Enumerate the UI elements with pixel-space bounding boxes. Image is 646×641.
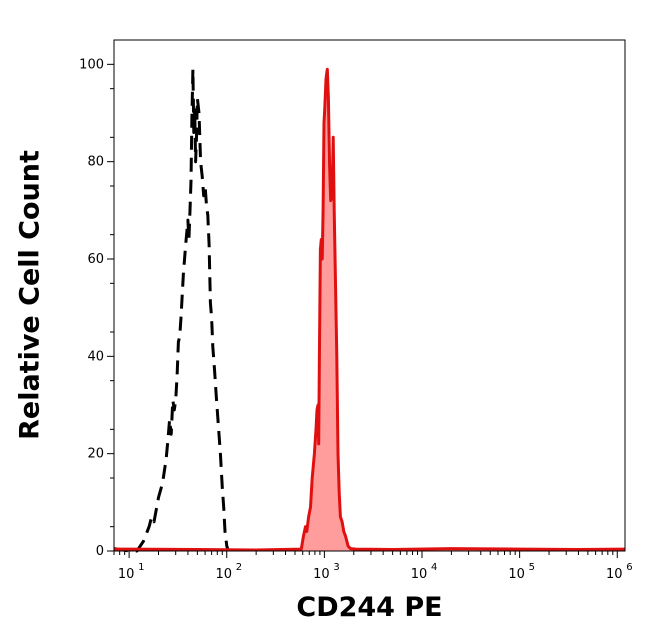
y-axis-label: Relative Cell Count xyxy=(14,150,46,440)
x-tick-exponent: 2 xyxy=(236,562,242,573)
series-line-0 xyxy=(113,67,230,553)
y-tick-label: 100 xyxy=(79,57,104,72)
y-tick-label: 60 xyxy=(87,252,104,267)
y-tick-label: 0 xyxy=(96,544,104,559)
y-tick-label: 40 xyxy=(87,349,104,364)
x-tick-label: 10 xyxy=(411,567,428,582)
y-tick-label: 20 xyxy=(87,447,104,462)
x-tick-label: 10 xyxy=(118,567,135,582)
x-tick-exponent: 4 xyxy=(431,562,437,573)
x-tick-exponent: 3 xyxy=(333,562,339,573)
x-tick-label: 10 xyxy=(215,567,232,582)
x-tick-label: 10 xyxy=(606,567,623,582)
y-axis-title: Relative Cell Count xyxy=(0,0,60,641)
x-tick-exponent: 1 xyxy=(138,562,144,573)
x-tick-label: 10 xyxy=(508,567,525,582)
x-tick-exponent: 5 xyxy=(529,562,535,573)
series-line-1 xyxy=(113,67,626,552)
x-tick-exponent: 6 xyxy=(626,562,632,573)
plot-frame xyxy=(113,39,626,552)
y-tick-label: 80 xyxy=(87,155,104,170)
series-group xyxy=(113,67,626,553)
x-tick-label: 10 xyxy=(313,567,330,582)
x-axis-label: CD244 PE xyxy=(296,592,443,623)
